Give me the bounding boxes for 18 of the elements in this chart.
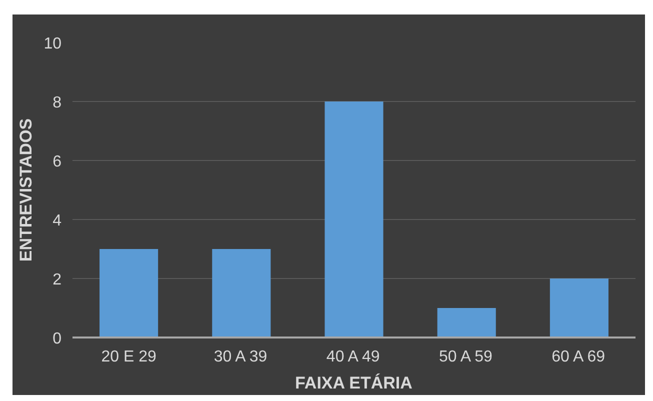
y-tick-label: 4 <box>52 212 62 230</box>
bar <box>324 102 384 338</box>
bar <box>212 249 271 338</box>
bar <box>550 278 608 338</box>
y-tick-label: 8 <box>52 94 62 112</box>
y-tick-label: 10 <box>44 36 62 52</box>
y-tick-label: 0 <box>52 330 62 348</box>
x-axis-title: FAIXA ETÁRIA <box>294 372 412 392</box>
x-tick-label: 60 A 69 <box>552 348 606 366</box>
y-axis-title: ENTREVISTADOS <box>16 118 36 262</box>
y-tick-label: 6 <box>52 154 62 170</box>
bar <box>100 249 158 338</box>
x-tick-label: 40 A 49 <box>326 348 380 366</box>
x-tick-label: 50 A 59 <box>439 348 493 366</box>
bar <box>437 308 496 338</box>
x-tick-label: 20 E 29 <box>101 348 156 366</box>
x-tick-label: 30 A 39 <box>214 348 268 366</box>
y-tick-label: 2 <box>52 272 62 288</box>
